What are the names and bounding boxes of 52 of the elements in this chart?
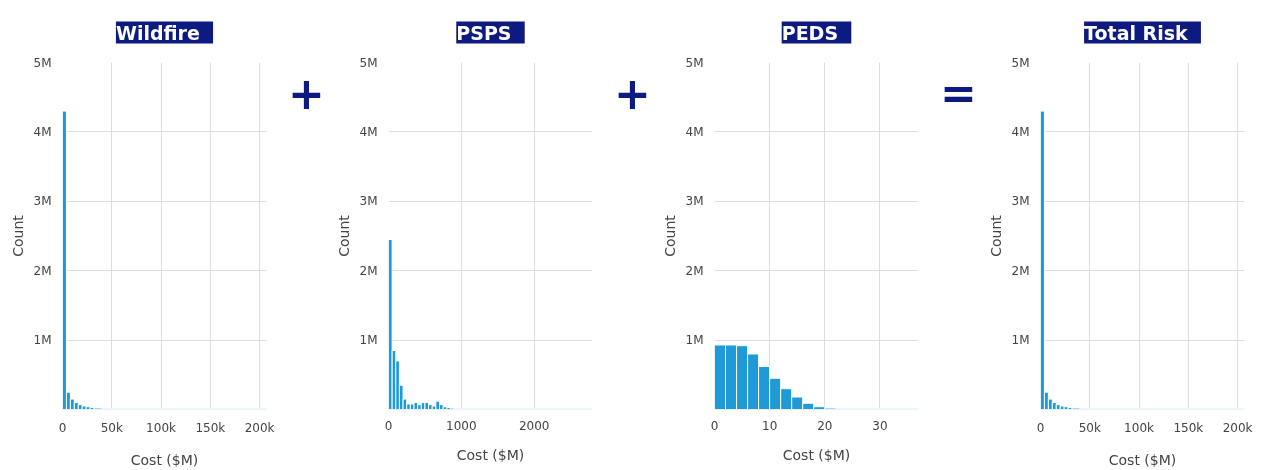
x-axis-title: Cost ($M) — [782, 446, 851, 463]
chart-title: PEDS — [781, 21, 839, 44]
y-tick-label: 2M — [33, 263, 52, 278]
y-tick-label: 2M — [685, 263, 704, 278]
x-tick-label: 0 — [710, 418, 719, 433]
y-axis-title: Count — [9, 214, 26, 257]
y-tick-label: 2M — [1011, 263, 1030, 278]
y-tick-label: 4M — [1011, 124, 1030, 139]
x-tick-label: 200k — [1222, 420, 1253, 435]
x-tick-label: 10 — [762, 418, 778, 433]
x-tick-label: 50k — [100, 420, 123, 435]
text: = — [940, 66, 977, 118]
y-tick-label: 4M — [359, 124, 378, 139]
x-tick-label: 1000 — [446, 418, 477, 433]
x-tick-label: 100k — [146, 420, 177, 435]
x-tick-label: 50k — [1078, 420, 1101, 435]
y-tick-label: 3M — [1011, 194, 1030, 209]
y-tick-label: 3M — [33, 194, 52, 209]
x-tick-label: 150k — [1173, 420, 1204, 435]
chart-title: PSPS — [456, 21, 512, 44]
y-tick-label: 1M — [33, 333, 52, 348]
x-tick-label: 100k — [1124, 420, 1155, 435]
y-axis-title: Count — [335, 214, 352, 257]
y-tick-label: 5M — [33, 55, 52, 70]
y-tick-label: 4M — [33, 124, 52, 139]
x-tick-label: 0 — [384, 418, 393, 433]
y-tick-label: 1M — [359, 333, 378, 348]
x-tick-label: 150k — [195, 420, 226, 435]
text: + — [614, 67, 651, 119]
y-tick-label: 3M — [685, 194, 704, 209]
y-tick-label: 1M — [685, 333, 704, 348]
x-tick-label: 0 — [58, 420, 67, 435]
x-axis-title: Cost ($M) — [130, 451, 199, 468]
x-axis-title: Cost ($M) — [1108, 451, 1177, 468]
y-tick-label: 3M — [359, 194, 378, 209]
y-tick-label: 4M — [685, 124, 704, 139]
y-tick-label: 5M — [685, 55, 704, 70]
x-tick-label: 2000 — [518, 418, 550, 433]
x-tick-label: 0 — [1036, 420, 1045, 435]
y-tick-label: 5M — [359, 55, 378, 70]
y-tick-label: 2M — [359, 263, 378, 278]
y-tick-label: 5M — [1011, 55, 1030, 70]
x-tick-label: 30 — [872, 418, 888, 433]
x-tick-label: 200k — [244, 420, 275, 435]
x-axis-title: Cost ($M) — [456, 446, 525, 463]
x-tick-label: 20 — [817, 418, 833, 433]
y-axis-title: Count — [661, 214, 678, 257]
chart-title: Wildfire — [115, 21, 200, 44]
y-tick-label: 1M — [1011, 333, 1030, 348]
y-axis-title: Count — [987, 214, 1004, 257]
text: + — [288, 67, 325, 119]
chart-title: Total Risk — [1084, 21, 1189, 44]
